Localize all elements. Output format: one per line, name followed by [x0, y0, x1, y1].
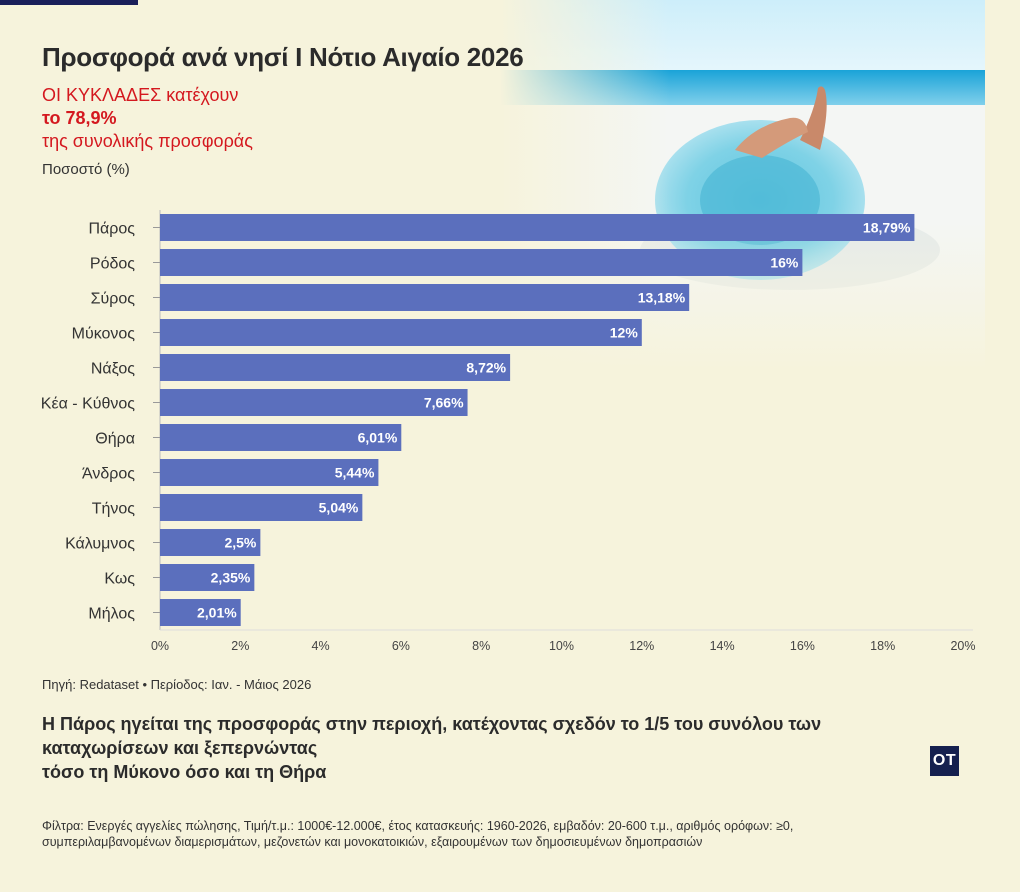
category-label: Άνδρος: [82, 466, 135, 483]
unit-label: Ποσοστό (%): [42, 161, 130, 178]
value-label: 7,66%: [424, 395, 464, 411]
category-label: Ρόδος: [90, 256, 135, 273]
bar: [160, 529, 261, 556]
x-tick-label: 20%: [950, 639, 975, 653]
bar: [160, 564, 255, 591]
bar: [160, 249, 803, 276]
chart-subtitle: ΟΙ ΚΥΚΛΑΔΕΣ κατέχουν το 78,9% της συνολι…: [42, 84, 253, 153]
category-label: Μήλος: [88, 606, 135, 623]
value-label: 16%: [770, 255, 799, 271]
x-tick-label: 18%: [870, 639, 895, 653]
value-label: 2,35%: [211, 570, 251, 586]
x-tick-label: 6%: [392, 639, 410, 653]
category-label: Τήνος: [92, 501, 136, 518]
category-label: Κάλυμνος: [65, 536, 135, 553]
category-label: Νάξος: [91, 361, 135, 378]
bar: [160, 214, 915, 241]
category-label: Θήρα: [95, 431, 135, 448]
subtitle-line-1: ΟΙ ΚΥΚΛΑΔΕΣ κατέχουν: [42, 85, 239, 105]
bar-chart: Πάρος 18,79% Ρόδος 16% Σύρος 13,18% Μύκονος 12%…: [41, 210, 976, 653]
x-tick-label: 0%: [151, 639, 169, 653]
value-label: 6,01%: [358, 430, 398, 446]
value-label: 8,72%: [466, 360, 506, 376]
x-tick-label: 12%: [629, 639, 654, 653]
bar: [160, 319, 642, 346]
value-label: 12%: [610, 325, 639, 341]
bar: [160, 389, 468, 416]
category-label: Κως: [104, 571, 135, 588]
category-label: Κέα - Κύθνος: [41, 396, 135, 413]
x-tick-label: 14%: [710, 639, 735, 653]
filters-line-1: Φίλτρα: Ενεργές αγγελίες πώλησης, Τιμή/τ…: [42, 819, 794, 833]
bar: [160, 599, 241, 626]
bar: [160, 354, 511, 381]
filters-line-2: συμπεριλαμβανομένων διαμερισμάτων, μεζον…: [42, 835, 703, 849]
bar: [160, 494, 363, 521]
chart-title: Προσφορά ανά νησί Ι Νότιο Αιγαίο 2026: [42, 42, 524, 72]
value-label: 2,01%: [197, 605, 237, 621]
value-label: 5,04%: [319, 500, 359, 516]
value-label: 13,18%: [638, 290, 686, 306]
category-label: Μύκονος: [72, 326, 136, 343]
category-label: Σύρος: [91, 291, 136, 308]
x-tick-label: 10%: [549, 639, 574, 653]
category-label: Πάρος: [88, 221, 135, 238]
value-label: 5,44%: [335, 465, 375, 481]
subtitle-line-2: το 78,9%: [42, 108, 117, 128]
x-tick-label: 4%: [312, 639, 330, 653]
filters-text: Φίλτρα: Ενεργές αγγελίες πώλησης, Τιμή/τ…: [42, 818, 842, 850]
x-tick-label: 2%: [231, 639, 249, 653]
note-line-2: καταχωρίσεων και ξεπερνώντας: [42, 738, 318, 758]
bar: [160, 284, 690, 311]
x-tick-label: 8%: [472, 639, 490, 653]
ot-logo: OT: [930, 746, 959, 776]
value-label: 18,79%: [863, 220, 911, 236]
top-accent-bar: [0, 0, 138, 5]
bar: [160, 424, 402, 451]
subtitle-line-3: της συνολικής προσφοράς: [42, 131, 253, 151]
insight-note: Η Πάρος ηγείται της προσφοράς στην περιο…: [42, 712, 862, 784]
value-label: 2,5%: [224, 535, 256, 551]
bar: [160, 459, 379, 486]
source-text: Πηγή: Redataset • Περίοδος: Ιαν. - Μάιος…: [42, 677, 312, 692]
x-tick-label: 16%: [790, 639, 815, 653]
note-line-3: τόσο τη Μύκονο όσο και τη Θήρα: [42, 762, 327, 782]
note-line-1: Η Πάρος ηγείται της προσφοράς στην περιο…: [42, 714, 822, 734]
